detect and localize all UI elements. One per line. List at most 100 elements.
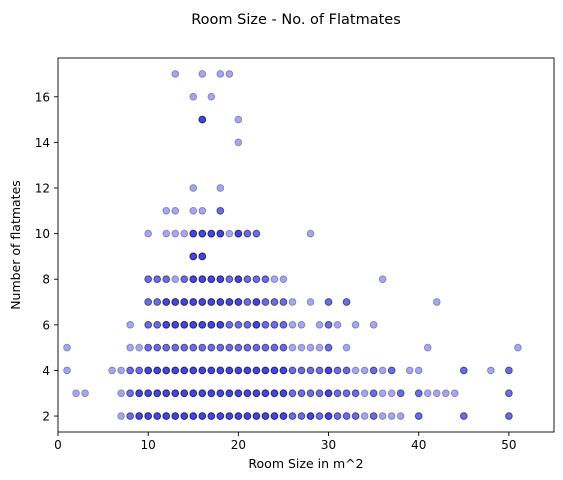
data-point [216, 70, 225, 78]
data-point [324, 343, 333, 352]
data-point [315, 366, 324, 375]
data-point [180, 412, 189, 420]
data-point [279, 412, 288, 420]
data-point [234, 298, 243, 306]
data-point [351, 366, 360, 375]
data-point [135, 389, 144, 398]
data-point [225, 275, 234, 284]
data-point [234, 320, 243, 329]
data-point [252, 366, 261, 375]
data-point [252, 298, 261, 306]
data-point [423, 343, 432, 352]
data-point [216, 366, 225, 375]
x-tick-label: 50 [501, 438, 516, 452]
data-point [261, 275, 270, 284]
data-point [234, 115, 243, 124]
data-point [189, 343, 198, 352]
data-point [225, 320, 234, 329]
data-point [252, 412, 261, 420]
data-point [243, 412, 252, 420]
data-point [342, 366, 351, 375]
data-point [288, 298, 297, 306]
data-point [252, 389, 261, 398]
data-point [189, 229, 198, 238]
data-point [189, 389, 198, 398]
data-point [351, 320, 360, 329]
data-point [252, 229, 261, 238]
data-point [342, 389, 351, 398]
data-point [216, 320, 225, 329]
data-point [423, 389, 432, 398]
data-point [252, 320, 261, 329]
data-point [243, 389, 252, 398]
data-point [306, 229, 315, 238]
data-point [171, 298, 180, 306]
data-point [144, 366, 153, 375]
data-point [144, 229, 153, 238]
data-point [279, 343, 288, 352]
data-point [252, 320, 261, 329]
data-point [252, 229, 261, 238]
data-point [315, 412, 324, 420]
data-point [225, 298, 234, 306]
data-point [216, 184, 225, 192]
data-point [207, 229, 216, 238]
plot-frame [57, 57, 555, 433]
data-point [369, 412, 378, 420]
data-point [216, 389, 225, 398]
data-point [243, 343, 252, 352]
data-point [144, 389, 153, 398]
data-point [198, 252, 207, 261]
data-point [261, 412, 270, 420]
data-point [180, 343, 189, 352]
data-point [207, 412, 216, 420]
data-point [126, 366, 134, 375]
data-point [171, 320, 180, 329]
data-point [270, 343, 279, 352]
data-point [252, 343, 261, 352]
data-point [324, 412, 333, 420]
data-point [234, 298, 243, 306]
data-point [324, 320, 333, 329]
data-point [189, 206, 198, 215]
data-point [126, 389, 134, 398]
data-point [180, 366, 189, 375]
data-point [162, 320, 171, 329]
data-point [198, 229, 207, 238]
data-point [216, 275, 225, 284]
data-point [369, 366, 378, 375]
data-point [162, 366, 171, 375]
data-point [135, 366, 144, 375]
data-point [207, 389, 216, 398]
data-point [360, 412, 369, 420]
data-point [135, 412, 144, 420]
data-point [333, 412, 342, 420]
data-point [126, 389, 134, 398]
data-point [198, 206, 207, 215]
data-point [180, 229, 189, 238]
data-point [252, 412, 261, 420]
data-point [324, 389, 333, 398]
data-point [153, 389, 162, 398]
data-point [144, 389, 153, 398]
data-point [279, 343, 288, 352]
data-point [180, 389, 189, 398]
data-point [225, 412, 234, 420]
data-point [279, 275, 288, 284]
data-point [207, 343, 216, 352]
data-point [324, 343, 333, 352]
data-point [396, 389, 405, 398]
data-point [225, 298, 234, 306]
data-point [333, 412, 342, 420]
data-point [297, 389, 306, 398]
data-point [207, 229, 216, 238]
data-point [216, 343, 225, 352]
data-point [207, 298, 216, 306]
data-point [198, 298, 207, 306]
data-point [279, 298, 288, 306]
data-point [198, 115, 207, 124]
data-point [279, 320, 288, 329]
data-point [414, 412, 423, 420]
data-point [153, 320, 162, 329]
data-point [153, 320, 162, 329]
